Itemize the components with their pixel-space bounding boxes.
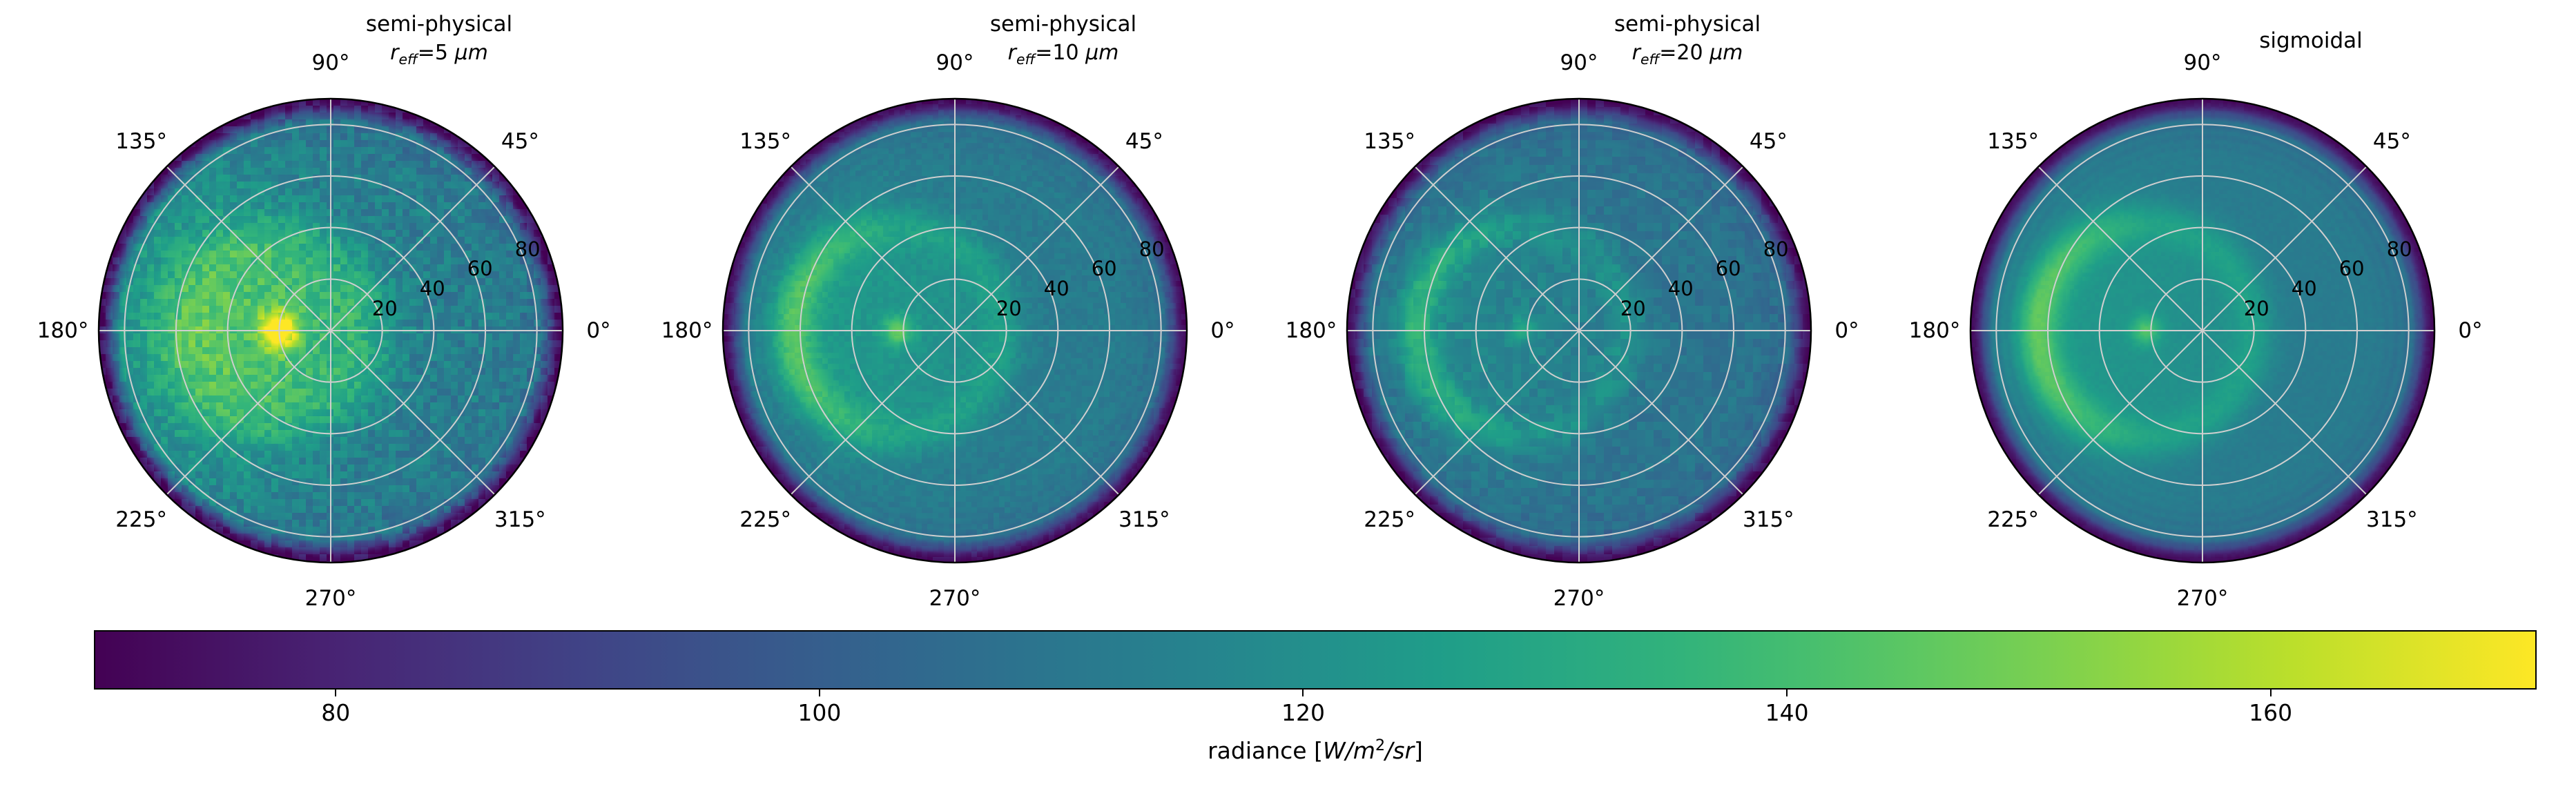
panel-title-line1: semi-physical [989, 12, 1137, 37]
colorbar-tick-label: 160 [2249, 699, 2293, 726]
colorbar-tick [2269, 690, 2272, 696]
panel-title: sigmoidal [2259, 10, 2363, 55]
colorbar-tick [1786, 690, 1788, 696]
theta-tick-label: 270° [929, 586, 981, 611]
colorbar-tick [1302, 690, 1304, 696]
theta-tick-label: 90° [1560, 50, 1598, 75]
panel-title-line2: reff=20 μm [1614, 39, 1761, 74]
colorbar-tick-label: 100 [797, 699, 842, 726]
polar-heatmap-canvas [1970, 99, 2434, 563]
panel-title-line1: semi-physical [1614, 12, 1761, 37]
theta-tick-label: 0° [586, 318, 611, 343]
theta-tick-label: 180° [661, 318, 713, 343]
theta-tick-label: 180° [37, 318, 89, 343]
panel-title: semi-physical reff=20 μm [1614, 10, 1761, 74]
subtitle-unit: μm [1710, 41, 1743, 65]
panel-title: semi-physical reff=5 μm [366, 10, 512, 74]
theta-tick-label: 270° [304, 586, 357, 611]
subtitle-unit: μm [454, 41, 488, 65]
polar-heatmap-canvas [1347, 99, 1811, 563]
subtitle-sub: eff [1016, 51, 1036, 68]
polar-panel-2: semi-physical reff=10 μm 0° 45° 90° 135° 180… [644, 0, 1266, 611]
colorbar-label: radiance [W/m2/sr] [1208, 736, 1423, 764]
theta-tick-label: 270° [2176, 586, 2229, 611]
cb-label-sup: 2 [1375, 736, 1386, 754]
theta-tick-label: 90° [311, 50, 350, 75]
subtitle-var: r [1007, 41, 1016, 65]
subtitle-unit: μm [1085, 41, 1119, 65]
theta-tick-label: 180° [1285, 318, 1337, 343]
polar-heatmap-canvas [99, 99, 563, 563]
panel-title: semi-physical reff=10 μm [990, 10, 1136, 74]
polar-panel-3: semi-physical reff=20 μm 0° 45° 90° 135° 180… [1268, 0, 1890, 611]
subtitle-sub: eff [398, 51, 418, 68]
subtitle-eq: =10 [1035, 41, 1086, 65]
subtitle-eq: =20 [1659, 41, 1710, 65]
cb-label-pre: radiance [ [1208, 737, 1323, 764]
polar-panel-1: semi-physical reff=5 μm 0° 45° 90° 135° 180°… [20, 0, 641, 611]
panel-title-line1: sigmoidal [2259, 28, 2363, 53]
cb-label-math2: /sr [1385, 737, 1415, 764]
polar-heatmap-canvas [723, 99, 1187, 563]
colorbar: 80 100 120 140 160 radiance [W/m2/sr] [94, 630, 2537, 764]
panel-title-line2: reff=5 μm [366, 39, 512, 74]
theta-tick-label: 180° [1908, 318, 1961, 343]
colorbar-tick-label: 80 [321, 699, 351, 726]
subtitle-eq: =5 [417, 41, 455, 65]
polar-panel-4: sigmoidal 0° 45° 90° 135° 180° 225° 270° 315° 20… [1892, 0, 2513, 611]
panel-title-line2: reff=10 μm [990, 39, 1136, 74]
cb-label-post: ] [1414, 737, 1423, 764]
theta-tick-label: 0° [1834, 318, 1859, 343]
theta-tick-label: 90° [2183, 50, 2222, 75]
colorbar-tick-label: 120 [1281, 699, 1325, 726]
colorbar-tick-label: 140 [1765, 699, 1809, 726]
theta-tick-label: 270° [1553, 586, 1605, 611]
subtitle-var: r [1631, 41, 1640, 65]
theta-tick-label: 0° [2458, 318, 2483, 343]
colorbar-ticks: 80 100 120 140 160 [94, 630, 2537, 726]
subtitle-var: r [390, 41, 399, 65]
theta-tick-label: 0° [1210, 318, 1235, 343]
subtitle-sub: eff [1640, 51, 1660, 68]
cb-label-math1: W/m [1322, 737, 1375, 764]
colorbar-tick [335, 690, 337, 696]
colorbar-tick [818, 690, 820, 696]
theta-tick-label: 90° [936, 50, 974, 75]
panel-title-line1: semi-physical [365, 12, 513, 37]
colorbar-gradient [94, 630, 2537, 690]
